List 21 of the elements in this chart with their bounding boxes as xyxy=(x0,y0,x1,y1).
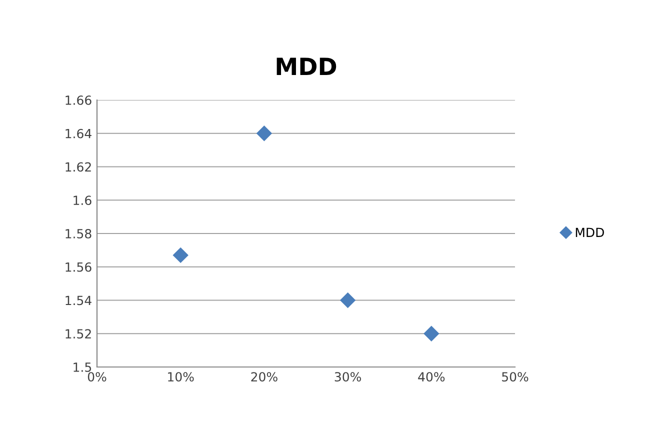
point xyxy=(424,326,439,342)
chart-title: MDD xyxy=(276,58,336,75)
y-tick-label: 1.66 xyxy=(66,95,92,105)
y-tick-label: 1.5 xyxy=(74,362,92,372)
y-tick-label: 1.64 xyxy=(66,128,92,138)
x-tick-label: 50% xyxy=(502,372,528,382)
x-tick-label: 30% xyxy=(334,372,361,382)
point xyxy=(173,248,188,263)
point xyxy=(340,292,356,308)
y-tick-label: 1.56 xyxy=(66,262,92,272)
y-tick-label: 1.54 xyxy=(66,296,92,306)
point xyxy=(256,126,272,141)
legend-label: MDD xyxy=(576,228,604,237)
y-tick-label: 1.58 xyxy=(66,228,92,238)
x-tick-label: 0% xyxy=(88,372,106,382)
y-tick-label: 1.52 xyxy=(66,329,91,339)
x-tick-label: 10% xyxy=(168,372,194,382)
x-tick-label: 20% xyxy=(251,372,278,382)
y-tick-label: 1.6 xyxy=(74,196,92,206)
y-tick-label: 1.62 xyxy=(66,162,91,172)
x-tick-label: 40% xyxy=(418,372,445,382)
